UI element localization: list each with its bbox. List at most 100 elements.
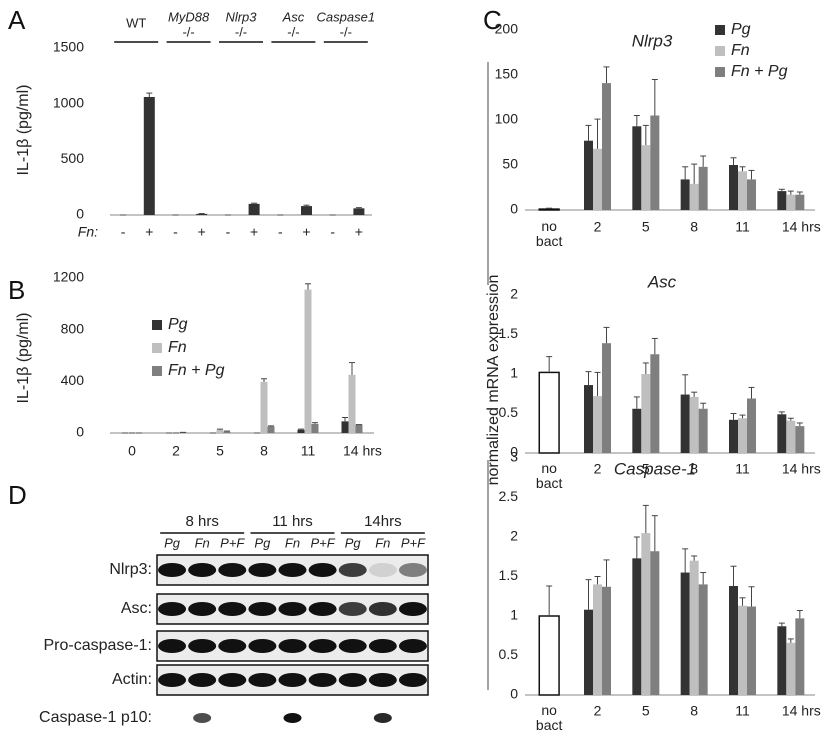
error-bar [603, 66, 610, 84]
error-bar [312, 422, 318, 424]
group-label: Asc [282, 9, 305, 24]
error-bar [305, 283, 311, 290]
bar [584, 140, 593, 210]
lane-label: Fn [375, 535, 390, 550]
bar [632, 126, 642, 210]
error-bar [217, 428, 223, 430]
blot-band [338, 673, 367, 687]
x-tick-label: + [250, 224, 258, 240]
error-bar [642, 504, 649, 534]
blot-band [248, 673, 277, 687]
error-bar [303, 204, 310, 207]
x-tick-label: 14 hrs [782, 219, 821, 235]
y-tick-label: 1500 [53, 39, 84, 55]
x-tick-label: 2 [594, 219, 602, 235]
legend-label: Fn [168, 339, 187, 356]
error-bar [796, 191, 803, 195]
bar [602, 83, 611, 210]
x-tick-label: - [278, 224, 283, 240]
panel-label: C [483, 5, 502, 35]
bar [348, 374, 356, 433]
group-label: MyD88 [168, 9, 210, 24]
x-tick-label-box: no bact [536, 461, 562, 491]
error-bar [682, 374, 689, 395]
x-tick-label: 14 hrs [343, 443, 382, 459]
error-bar [585, 371, 592, 386]
bar [738, 605, 747, 695]
error-bar [546, 207, 553, 210]
error-bar [298, 428, 304, 430]
error-bar [546, 585, 553, 616]
x-tick-label-box: no bact [536, 219, 562, 249]
bar [641, 374, 651, 453]
lane-label: Fn [285, 535, 300, 550]
x-tick-label: 8 [690, 703, 698, 719]
legend-swatch [715, 67, 725, 77]
error-bar [691, 555, 698, 561]
bar [641, 533, 651, 695]
error-bar [739, 166, 746, 172]
blot-band [158, 673, 187, 687]
legend-swatch [152, 343, 162, 353]
bar [593, 584, 602, 695]
panel-label: A [8, 5, 26, 35]
time-label: 14hrs [364, 513, 402, 530]
time-label: 11 hrs [272, 513, 313, 530]
blot-band [218, 563, 247, 577]
group-suffix: -/- [287, 24, 299, 39]
error-bar [342, 417, 348, 422]
x-tick-label: 14 hrs [782, 461, 821, 477]
error-bar [682, 548, 689, 573]
blot-band [308, 563, 337, 577]
lane-label: P+F [401, 535, 426, 550]
x-tick-label: no bact [535, 703, 563, 733]
group-suffix: -/- [340, 24, 352, 39]
blot-band [278, 639, 307, 653]
blot-band [248, 563, 277, 577]
blot-band [158, 563, 187, 577]
x-tick-label: 8 [690, 219, 698, 235]
y-tick-label: 2.5 [499, 488, 519, 504]
blot-band [193, 713, 212, 723]
error-bar [700, 402, 707, 409]
x-tick-label: 11 [735, 703, 750, 719]
error-bar [778, 411, 785, 415]
bar [538, 615, 560, 696]
legend-swatch [715, 25, 725, 35]
blot-band [218, 602, 247, 616]
bar [795, 426, 805, 453]
x-tick-label: + [145, 224, 153, 240]
error-bar [603, 326, 610, 344]
chart-title: Caspase-1 [614, 459, 696, 478]
error-bar [691, 163, 698, 184]
lane-label: P+F [311, 535, 336, 550]
bar [143, 96, 155, 215]
error-bar [251, 202, 258, 204]
blot-band [188, 639, 217, 653]
lane-label: Pg [164, 535, 181, 550]
blot-band [248, 639, 277, 653]
error-bar [594, 576, 601, 585]
blot-band [338, 563, 367, 577]
error-bar [261, 378, 267, 382]
error-bar [691, 391, 698, 397]
error-bar [603, 559, 610, 587]
bar [689, 183, 699, 210]
legend-label: Fn [731, 42, 750, 59]
x-tick-label: - [330, 224, 335, 240]
blot-band [283, 713, 302, 723]
x-tick-label: 8 [260, 443, 268, 459]
blot-band [368, 639, 397, 653]
y-tick-label: 500 [61, 150, 85, 166]
blot-band [398, 563, 427, 577]
bar [777, 191, 787, 210]
lane-label: P+F [220, 535, 245, 550]
y-tick-label: 0 [510, 201, 518, 217]
bar [650, 115, 660, 210]
blot-band [218, 639, 247, 653]
panel-label: D [8, 480, 27, 510]
y-tick-label: 2 [510, 528, 518, 544]
error-bar [796, 609, 803, 619]
